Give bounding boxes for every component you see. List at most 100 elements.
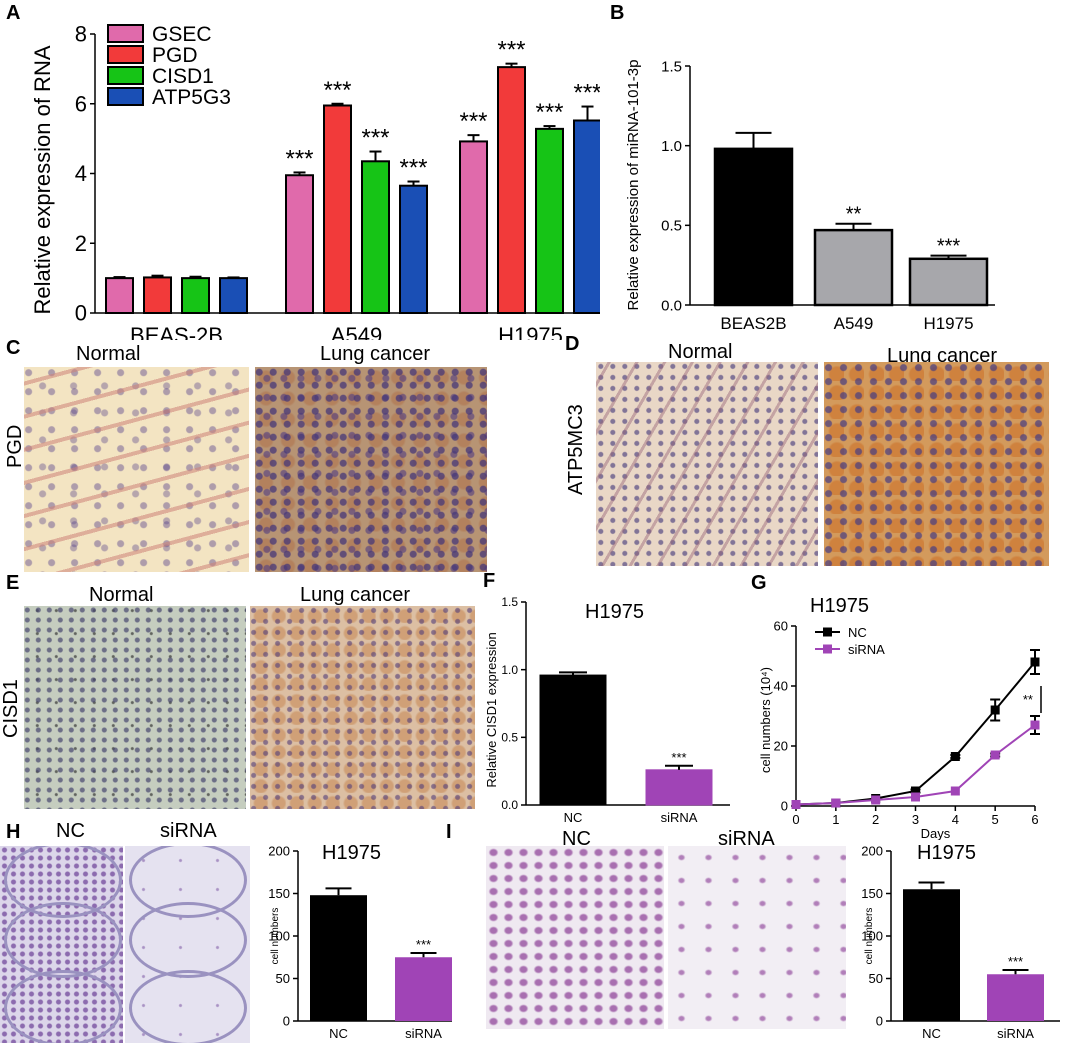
f-y-tick-label-2: 1.0 — [501, 663, 518, 677]
a-legend-label-CISD1: CISD1 — [152, 65, 214, 88]
a-legend-label-ATP5G3: ATP5G3 — [152, 86, 231, 109]
i-nc-transwell-image — [486, 846, 664, 1029]
a-y-tick-label-1: 2 — [75, 231, 87, 256]
h-x-label-1: siRNA — [405, 1026, 442, 1041]
i-sirna-transwell-image — [668, 846, 846, 1029]
a-sig-H1975-CISD1: *** — [535, 99, 563, 126]
d-normal-caption: Normal — [668, 341, 733, 363]
h-nc-colony-image — [0, 846, 123, 1043]
a-y-tick-label-3: 6 — [75, 91, 87, 116]
g-y-tick-label-3: 60 — [774, 619, 788, 634]
chart-b-mirna-expression: 0.0 0.5 1.0 1.5 Relative expression of miRNA… — [625, 58, 995, 333]
a-bar-BEAS-2B-GSEC — [105, 277, 134, 314]
a-bar-A549-PGD — [323, 104, 352, 315]
g-y-tick-label-1: 20 — [774, 739, 788, 754]
h-y-tick-label-1: 50 — [276, 971, 290, 986]
h-x-label-0: NC — [329, 1026, 348, 1041]
g-point-siRNA-5 — [990, 750, 1000, 760]
a-sig-A549-GSEC: *** — [285, 145, 313, 172]
f-y-tick-label-1: 0.5 — [501, 731, 518, 745]
e-cancer-ihc-image — [250, 606, 475, 809]
panel-label-g: G — [751, 572, 767, 594]
b-sig-H1975: *** — [937, 236, 961, 258]
a-bar-A549-GSEC — [285, 174, 314, 314]
a-bar-H1975-CISD1 — [535, 127, 564, 314]
b-bar-BEAS2B — [713, 147, 794, 307]
g-x-tick-label-6: 6 — [1031, 812, 1038, 827]
i-x-label-1: siRNA — [997, 1026, 1034, 1041]
g-legend-label-siRNA: siRNA — [848, 642, 885, 657]
h-y-axis-label: cell numbers — [270, 908, 281, 965]
chart-g-growth-curve: 0 20 40 60 0 1 2 3 4 5 6 Days cell numbers (10⁴) H197… — [758, 595, 1042, 840]
a-sig-A549-ATP5G3: *** — [399, 155, 427, 182]
a-bar-BEAS-2B-ATP5G3 — [219, 277, 248, 314]
e-row-label: CISD1 — [0, 679, 22, 738]
h-sirna-colony-image — [125, 846, 250, 1043]
i-y-tick-label-0: 0 — [876, 1014, 883, 1029]
g-x-tick-label-4: 4 — [952, 812, 959, 827]
b-y-tick-label-1: 0.5 — [661, 218, 682, 235]
g-point-siRNA-6 — [1030, 720, 1040, 730]
panel-label-i: I — [446, 821, 452, 843]
i-x-label-0: NC — [922, 1026, 941, 1041]
i-nc-caption: NC — [562, 828, 591, 850]
g-point-NC-6 — [1030, 657, 1040, 667]
i-title: H1975 — [917, 842, 976, 864]
g-annotation: ** — [1023, 692, 1033, 707]
g-point-siRNA-4 — [950, 786, 960, 796]
b-x-label-0: BEAS2B — [720, 314, 786, 333]
c-normal-ihc-image — [24, 367, 249, 572]
b-y-tick-label-0: 0.0 — [661, 297, 682, 314]
chart-h-colony-count: 0 50 100 150 200 cell numbers H1975 NC *** siRNA — [268, 842, 452, 1041]
b-x-label-2: H1975 — [923, 314, 973, 333]
g-x-tick-label-5: 5 — [992, 812, 999, 827]
h-bar-siRNA — [395, 957, 452, 1021]
g-legend-marker-NC — [823, 627, 832, 637]
a-legend-swatch-ATP5G3 — [107, 87, 144, 106]
g-x-axis-label: Days — [921, 826, 951, 840]
d-normal-ihc-image — [596, 362, 818, 566]
b-y-tick-label-2: 1.0 — [661, 138, 682, 155]
a-x-label-0: BEAS-2B — [130, 323, 223, 340]
g-x-tick-label-3: 3 — [912, 812, 919, 827]
c-cancer-caption: Lung cancer — [320, 343, 431, 365]
e-cancer-caption: Lung cancer — [300, 584, 411, 606]
i-bar-siRNA — [987, 974, 1044, 1021]
h-y-tick-label-0: 0 — [283, 1014, 290, 1029]
h-y-tick-label-4: 200 — [268, 844, 290, 859]
i-bar-NC — [903, 889, 960, 1021]
g-x-tick-label-0: 0 — [792, 812, 799, 827]
g-legend-label-NC: NC — [848, 625, 867, 640]
h-nc-dish-3 — [4, 970, 122, 1043]
e-normal-caption: Normal — [89, 584, 154, 606]
g-x-tick-label-2: 2 — [872, 812, 879, 827]
g-y-tick-label-2: 40 — [774, 679, 788, 694]
h-nc-dish-2 — [4, 902, 122, 978]
i-y-tick-label-1: 50 — [869, 971, 883, 986]
panel-label-f: F — [483, 570, 496, 592]
g-title: H1975 — [810, 595, 869, 617]
a-bar-A549-ATP5G3 — [399, 184, 428, 314]
b-sig-A549: ** — [846, 204, 862, 226]
e-normal-ihc-image — [24, 606, 246, 809]
h-sig-siRNA: *** — [416, 937, 431, 952]
panel-label-a: A — [6, 2, 21, 24]
b-x-label-1: A549 — [834, 314, 874, 333]
b-bar-A549 — [813, 228, 894, 307]
b-y-axis-label: Relative expression of miRNA-101-3p — [625, 60, 642, 311]
i-y-tick-label-4: 200 — [861, 844, 883, 859]
chart-f-cisd1-expression: 0.0 0.5 1.0 1.5 Relative CISD1 expression H19… — [484, 595, 730, 825]
i-y-axis-label: cell numbers — [864, 908, 875, 965]
h-si-dish-2 — [129, 902, 247, 978]
panel-label-d: D — [565, 333, 580, 355]
b-y-tick-label-3: 1.5 — [661, 58, 682, 75]
panel-label-e: E — [6, 572, 20, 594]
i-y-tick-label-3: 150 — [861, 886, 883, 901]
g-point-siRNA-2 — [871, 795, 881, 805]
f-title: H1975 — [585, 601, 644, 623]
a-legend-swatch-GSEC — [107, 24, 144, 43]
i-sig-siRNA: *** — [1008, 954, 1023, 969]
f-bar-siRNA — [645, 769, 713, 806]
g-point-siRNA-0 — [791, 800, 801, 809]
a-y-tick-label-2: 4 — [75, 161, 87, 186]
